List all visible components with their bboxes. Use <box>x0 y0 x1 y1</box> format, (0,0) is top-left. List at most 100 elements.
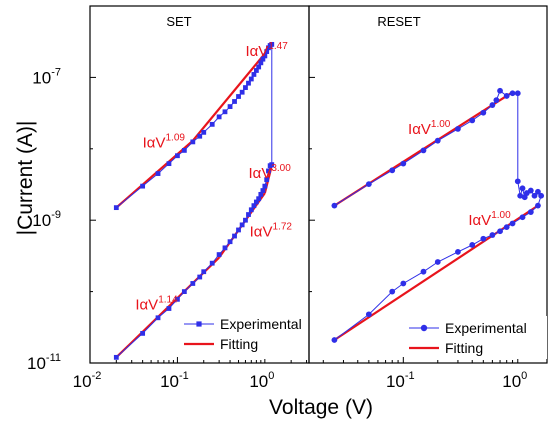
experimental-point <box>434 259 441 265</box>
slope-annotation: IαV3.00 <box>248 163 291 182</box>
experimental-point <box>260 188 266 193</box>
experimental-point <box>248 76 254 82</box>
experimental-point <box>400 280 407 287</box>
experimental-point <box>519 185 526 192</box>
experimental-point <box>400 160 407 167</box>
experimental-point <box>489 232 496 238</box>
experimental-point <box>497 228 503 235</box>
experimental-point <box>266 168 271 174</box>
experimental-point <box>389 167 396 174</box>
experimental-point <box>197 133 203 139</box>
legend-label: Experimental <box>445 320 527 336</box>
experimental-point <box>469 242 476 248</box>
experimental-point <box>264 177 270 183</box>
experimental-point <box>155 171 161 176</box>
experimental-point <box>166 306 172 311</box>
experimental-point <box>181 289 187 294</box>
experimental-point <box>140 183 146 189</box>
experimental-point <box>469 117 476 124</box>
experimental-point <box>493 97 500 104</box>
experimental-point <box>509 220 516 227</box>
slope-annotation: IαV1.47 <box>245 41 288 60</box>
plot-layer: SET 10-2 10-1 100 10-11 10-9 10-7 IαV1.47 IαV1.0… <box>27 5 548 391</box>
slope-annotation: IαV1.72 <box>250 222 293 241</box>
experimental-point <box>503 224 510 231</box>
experimental-point <box>243 217 248 223</box>
experimental-point <box>489 102 496 108</box>
experimental-point <box>232 233 237 239</box>
experimental-point <box>527 187 534 194</box>
experimental-point <box>269 162 275 168</box>
experimental-line <box>115 43 273 358</box>
experimental-point <box>266 45 271 51</box>
slope-annotation: IαV1.00 <box>468 210 511 229</box>
experimental-point <box>227 104 233 109</box>
experimental-point <box>455 125 461 132</box>
experimental-point <box>166 161 172 167</box>
fitting-line <box>191 42 275 142</box>
panel-title: RESET <box>377 14 420 29</box>
experimental-point <box>331 337 338 343</box>
experimental-point <box>434 137 441 144</box>
experimental-point <box>175 153 180 159</box>
x-tick-label: 10-2 <box>73 370 102 391</box>
experimental-point <box>535 202 541 209</box>
experimental-point <box>155 315 161 321</box>
legend-label: Experimental <box>220 316 302 332</box>
experimental-point <box>514 178 521 185</box>
experimental-point <box>517 192 524 199</box>
experimental-point <box>264 49 270 54</box>
experimental-point <box>251 72 257 77</box>
experimental-point <box>216 114 222 120</box>
experimental-point <box>538 192 545 199</box>
experimental-point <box>519 214 526 221</box>
experimental-point <box>227 239 233 245</box>
experimental-point <box>239 222 245 228</box>
experimental-point <box>190 281 196 286</box>
experimental-point <box>256 196 262 202</box>
panel-title: SET <box>166 14 191 29</box>
experimental-point <box>248 207 254 213</box>
experimental-point <box>222 109 228 115</box>
experimental-point <box>331 202 338 209</box>
legend-marker <box>196 321 202 327</box>
legend-label: Fitting <box>220 336 258 352</box>
experimental-point <box>480 235 487 242</box>
x-tick-label: 10-1 <box>160 370 189 391</box>
experimental-point <box>251 203 257 209</box>
experimental-point <box>531 192 538 199</box>
y-axis-title: |Current (A)| <box>14 121 37 236</box>
experimental-point <box>239 89 245 95</box>
experimental-point <box>480 109 487 116</box>
experimental-point <box>236 227 241 233</box>
experimental-point <box>209 121 215 127</box>
experimental-point <box>262 53 268 59</box>
experimental-point <box>190 139 196 145</box>
experimental-point <box>365 181 372 188</box>
experimental-point <box>503 93 510 99</box>
experimental-point <box>514 90 521 97</box>
experimental-point <box>256 64 262 70</box>
legend-label: Fitting <box>445 340 483 356</box>
legend-marker <box>420 324 428 332</box>
experimental-point <box>216 252 222 257</box>
experimental-point <box>181 147 187 153</box>
experimental-point <box>253 199 259 205</box>
experimental-point <box>246 212 251 217</box>
experimental-point <box>389 288 396 295</box>
experimental-point <box>509 90 516 97</box>
experimental-point <box>197 274 203 280</box>
experimental-point <box>262 183 268 189</box>
slope-annotation: IαV1.00 <box>408 119 451 138</box>
experimental-point <box>201 129 207 135</box>
experimental-point <box>258 191 264 197</box>
experimental-point <box>260 56 266 62</box>
experimental-point <box>535 188 541 195</box>
plot-frame <box>308 5 548 364</box>
experimental-point <box>201 269 207 275</box>
x-axis-title: Voltage (V) <box>269 396 373 419</box>
experimental-point <box>455 248 461 255</box>
experimental-point <box>140 330 146 336</box>
experimental-point <box>497 87 503 94</box>
